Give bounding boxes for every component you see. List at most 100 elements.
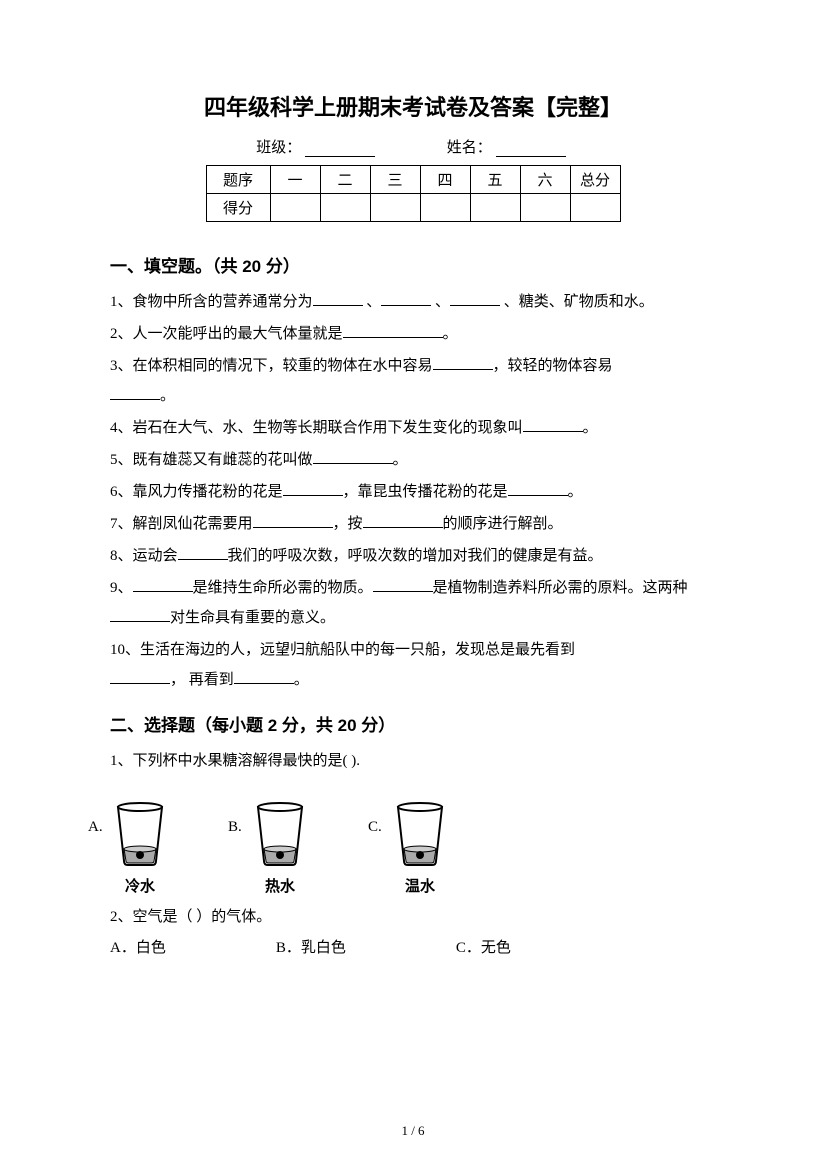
- blank: [381, 291, 431, 306]
- table-cell: 二: [320, 166, 370, 194]
- question-4: 4、岩石在大气、水、生物等长期联合作用下发生变化的现象叫 。: [110, 413, 716, 443]
- option-a: A. 冷水: [110, 784, 170, 896]
- question-9: 9、 是维持生命所必需的物质。 是植物制造养料所必需的原料。这两种对生命具有重要的意…: [110, 573, 716, 633]
- table-cell: 总分: [570, 166, 620, 194]
- table-cell: 六: [520, 166, 570, 194]
- q-text: 对生命具有重要的意义。: [170, 610, 335, 626]
- table-cell: [570, 194, 620, 222]
- table-cell: [320, 194, 370, 222]
- blank: [523, 417, 583, 432]
- q-text: 10、生活在海边的人，远望归航船队中的每一只船，发现总是最先看到: [110, 642, 575, 658]
- blank: [234, 669, 294, 684]
- cup-icon: [110, 801, 170, 871]
- q-text: 2、人一次能呼出的最大气体量就是: [110, 326, 343, 342]
- name-blank: [496, 156, 566, 157]
- cup-caption: 热水: [265, 875, 295, 896]
- opt-label: B.: [228, 819, 242, 836]
- blank: [363, 513, 443, 528]
- question-2: 2、人一次能呼出的最大气体量就是 。: [110, 319, 716, 349]
- blank: [313, 449, 393, 464]
- q-text: 7、解剖凤仙花需要用: [110, 516, 253, 532]
- opt-label: C.: [368, 819, 382, 836]
- section1-title: 一、填空题。（共 20 分）: [110, 252, 716, 277]
- q-text: ，较轻的物体容易: [493, 358, 613, 374]
- table-cell: 题序: [206, 166, 270, 194]
- blank: [343, 323, 443, 338]
- question-5: 5、既有雄蕊又有雌蕊的花叫做 。: [110, 445, 716, 475]
- cup-icon: [250, 801, 310, 871]
- question-7: 7、解剖凤仙花需要用 ，按 的顺序进行解剖。: [110, 509, 716, 539]
- question-3: 3、在体积相同的情况下，较重的物体在水中容易 ，较轻的物体容易。: [110, 351, 716, 411]
- question-8: 8、运动会 我们的呼吸次数，呼吸次数的增加对我们的健康是有益。: [110, 541, 716, 571]
- q-text: 、: [363, 294, 382, 310]
- q-text: 、: [431, 294, 450, 310]
- class-label: 班级：: [256, 140, 301, 156]
- cup-caption: 温水: [405, 875, 435, 896]
- blank: [110, 607, 170, 622]
- table-row: 题序 一 二 三 四 五 六 总分: [206, 166, 620, 194]
- q-text: 6、靠风力传播花粉的花是: [110, 484, 283, 500]
- table-cell: 三: [370, 166, 420, 194]
- blank: [508, 481, 568, 496]
- q-text: 。: [568, 484, 583, 500]
- blank: [373, 577, 433, 592]
- s2-question-1: 1、下列杯中水果糖溶解得最快的是( ).: [110, 746, 716, 776]
- cup-icon: [390, 801, 450, 871]
- option-b: B．乳白色: [276, 936, 346, 957]
- blank: [110, 669, 170, 684]
- student-info: 班级： 姓名：: [110, 136, 716, 157]
- table-cell: [470, 194, 520, 222]
- s2-q1-options: A. 冷水 B. 热水 C.: [110, 784, 716, 896]
- q-text: 是植物制造养料所必需的原料。这两种: [433, 580, 688, 596]
- blank: [313, 291, 363, 306]
- q-text: 是维持生命所必需的物质。: [193, 580, 373, 596]
- blank: [253, 513, 333, 528]
- table-cell: [370, 194, 420, 222]
- table-cell: [520, 194, 570, 222]
- cup-caption: 冷水: [125, 875, 155, 896]
- s2-q2-options: A．白色 B．乳白色 C．无色: [110, 936, 716, 957]
- table-cell: 一: [270, 166, 320, 194]
- s2-question-2: 2、空气是（ ）的气体。: [110, 902, 716, 932]
- q-text: 。: [443, 326, 458, 342]
- blank: [133, 577, 193, 592]
- section2-title: 二、选择题（每小题 2 分，共 20 分）: [110, 711, 716, 736]
- q-text: 我们的呼吸次数，呼吸次数的增加对我们的健康是有益。: [228, 548, 603, 564]
- q-text: 。: [160, 388, 175, 404]
- blank: [450, 291, 500, 306]
- page-title: 四年级科学上册期末考试卷及答案【完整】: [110, 90, 716, 122]
- blank: [110, 385, 160, 400]
- table-cell: 五: [470, 166, 520, 194]
- question-6: 6、靠风力传播花粉的花是 ，靠昆虫传播花粉的花是 。: [110, 477, 716, 507]
- q-text: ， 再看到: [170, 672, 234, 688]
- q-text: 4、岩石在大气、水、生物等长期联合作用下发生变化的现象叫: [110, 420, 523, 436]
- name-label: 姓名：: [447, 140, 492, 156]
- q-text: 。: [583, 420, 598, 436]
- opt-label: A.: [88, 819, 103, 836]
- q-text: 。: [294, 672, 309, 688]
- page-number: 1 / 6: [0, 1123, 826, 1139]
- question-10: 10、生活在海边的人，远望归航船队中的每一只船，发现总是最先看到 ， 再看到 。: [110, 635, 716, 695]
- q-text: ，靠昆虫传播花粉的花是: [343, 484, 508, 500]
- option-a: A．白色: [110, 936, 166, 957]
- table-cell: [270, 194, 320, 222]
- blank: [283, 481, 343, 496]
- q-text: 9、: [110, 580, 133, 596]
- table-cell: [420, 194, 470, 222]
- option-c: C. 温水: [390, 784, 450, 896]
- class-blank: [305, 156, 375, 157]
- option-c: C．无色: [456, 936, 511, 957]
- q-text: 。: [393, 452, 408, 468]
- q-text: 3、在体积相同的情况下，较重的物体在水中容易: [110, 358, 433, 374]
- question-1: 1、食物中所含的营养通常分为 、 、 、糖类、矿物质和水。: [110, 287, 716, 317]
- table-row: 得分: [206, 194, 620, 222]
- q-text: 5、既有雄蕊又有雌蕊的花叫做: [110, 452, 313, 468]
- blank: [178, 545, 228, 560]
- q-text: 8、运动会: [110, 548, 178, 564]
- option-b: B. 热水: [250, 784, 310, 896]
- table-cell: 得分: [206, 194, 270, 222]
- q-text: 的顺序进行解剖。: [443, 516, 563, 532]
- q-text: ，按: [333, 516, 363, 532]
- score-table: 题序 一 二 三 四 五 六 总分 得分: [206, 165, 621, 222]
- blank: [433, 355, 493, 370]
